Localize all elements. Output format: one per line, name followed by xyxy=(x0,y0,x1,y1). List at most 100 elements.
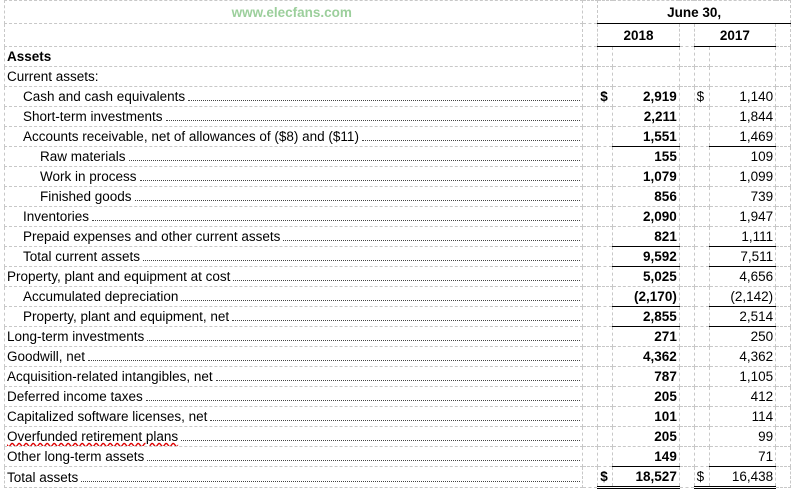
row-label: Accounts receivable, net of allowances o… xyxy=(7,129,362,144)
leader-dots xyxy=(165,120,581,121)
table-row: Total assets $18,527 $16,438 xyxy=(3,466,791,489)
value-2018: 205 xyxy=(612,386,680,407)
value-2018: 101 xyxy=(612,406,680,427)
row-label: Capitalized software licenses, net xyxy=(7,409,211,424)
value-2018: 1,551 xyxy=(612,126,680,147)
section-title: Assets xyxy=(3,46,584,67)
currency-2018 xyxy=(597,266,614,287)
subsection-row: Current assets: xyxy=(3,66,791,87)
header-year-row: 2018 2017 xyxy=(3,23,791,47)
table-row: Work in process 1,079 1,099 xyxy=(3,166,791,187)
currency-2017 xyxy=(693,186,710,207)
currency-2018 xyxy=(597,306,614,327)
currency-2018 xyxy=(597,206,614,227)
currency-2018 xyxy=(597,366,614,387)
table-row: Other long-term assets 149 71 xyxy=(3,446,791,467)
leader-dots xyxy=(147,340,581,341)
currency-2018 xyxy=(597,286,614,307)
table-row: Total current assets 9,592 7,511 xyxy=(3,246,791,267)
value-2017: 739 xyxy=(708,186,777,207)
value-2018: 205 xyxy=(612,426,680,447)
currency-2018 xyxy=(597,246,614,267)
value-2017: 16,438 xyxy=(708,466,777,489)
leader-dots xyxy=(145,400,581,401)
value-2018: 787 xyxy=(612,366,680,387)
currency-2017 xyxy=(693,146,710,167)
row-label: Other long-term assets xyxy=(7,449,148,464)
balance-sheet-table: www.elecfans.com June 30, 2018 2017 Assets… xyxy=(3,0,791,489)
row-label: Raw materials xyxy=(7,149,129,164)
table-row: Cash and cash equivalents $2,919 $1,140 xyxy=(3,86,791,107)
value-2018: 1,079 xyxy=(612,166,680,187)
leader-dots xyxy=(233,280,581,281)
table-row: Finished goods 856 739 xyxy=(3,186,791,207)
currency-2018 xyxy=(597,226,614,247)
currency-2017 xyxy=(693,166,710,187)
value-2017: 4,656 xyxy=(708,266,777,287)
currency-2017 xyxy=(693,446,710,467)
currency-2017 xyxy=(693,246,710,267)
row-label: Deferred income taxes xyxy=(7,389,146,404)
table-row: Short-term investments 2,211 1,844 xyxy=(3,106,791,127)
value-2017: 99 xyxy=(708,426,777,447)
row-label: Acquisition-related intangibles, net xyxy=(7,369,216,384)
leader-dots xyxy=(147,460,581,461)
currency-2017 xyxy=(693,206,710,227)
currency-2018 xyxy=(597,126,614,147)
value-2017: 109 xyxy=(708,146,777,167)
value-2017: 250 xyxy=(708,326,777,347)
table-row: Acquisition-related intangibles, net 787 1… xyxy=(3,366,791,387)
table-row: Inventories 2,090 1,947 xyxy=(3,206,791,227)
value-2018: 821 xyxy=(612,226,680,247)
leader-dots xyxy=(88,360,581,361)
year-2017-header: 2017 xyxy=(693,23,777,47)
year-2018-header: 2018 xyxy=(597,23,680,47)
table-row: Deferred income taxes 205 412 xyxy=(3,386,791,407)
row-label: Overfunded retirement plans xyxy=(7,429,182,444)
period-header: June 30, xyxy=(597,0,791,24)
value-2018: 18,527 xyxy=(612,466,680,489)
currency-2018: $ xyxy=(597,466,614,489)
value-2017: 1,844 xyxy=(708,106,777,127)
section-row: Assets xyxy=(3,46,791,67)
row-label: Inventories xyxy=(7,209,93,224)
currency-2018 xyxy=(597,326,614,347)
value-2018: 856 xyxy=(612,186,680,207)
currency-2018: $ xyxy=(597,86,614,107)
currency-2017 xyxy=(693,226,710,247)
value-2018: 149 xyxy=(612,446,680,467)
table-row: Property, plant and equipment at cost 5,0… xyxy=(3,266,791,287)
value-2018: 5,025 xyxy=(612,266,680,287)
value-2017: 1,140 xyxy=(708,86,777,107)
row-label: Finished goods xyxy=(7,189,135,204)
value-2018: 155 xyxy=(612,146,680,167)
currency-2018 xyxy=(597,146,614,167)
currency-2018 xyxy=(597,386,614,407)
leader-dots xyxy=(134,200,581,201)
leader-dots xyxy=(188,100,581,101)
leader-dots xyxy=(81,480,581,482)
row-label: Total current assets xyxy=(7,249,144,264)
value-2018: 2,090 xyxy=(612,206,680,227)
subsection-title: Current assets: xyxy=(3,66,584,87)
table-row: Goodwill, net 4,362 4,362 xyxy=(3,346,791,367)
row-label: Work in process xyxy=(7,169,140,184)
value-2017: 2,514 xyxy=(708,306,777,327)
table-row: Capitalized software licenses, net 101 114 xyxy=(3,406,791,427)
currency-2017 xyxy=(693,426,710,447)
value-2017: 7,511 xyxy=(708,246,777,267)
leader-dots xyxy=(181,440,581,441)
table-row: Property, plant and equipment, net 2,855 2… xyxy=(3,306,791,327)
value-2017: 1,099 xyxy=(708,166,777,187)
currency-2017 xyxy=(693,286,710,307)
table-row: Raw materials 155 109 xyxy=(3,146,791,167)
leader-dots xyxy=(283,240,581,241)
value-2018: 2,919 xyxy=(612,86,680,107)
value-2017: 1,111 xyxy=(708,226,777,247)
table-row: Overfunded retirement plans 205 99 xyxy=(3,426,791,447)
currency-2018 xyxy=(597,426,614,447)
row-label: Total assets xyxy=(7,469,82,485)
table-row: Prepaid expenses and other current asset… xyxy=(3,226,791,247)
value-2018: 2,211 xyxy=(612,106,680,127)
